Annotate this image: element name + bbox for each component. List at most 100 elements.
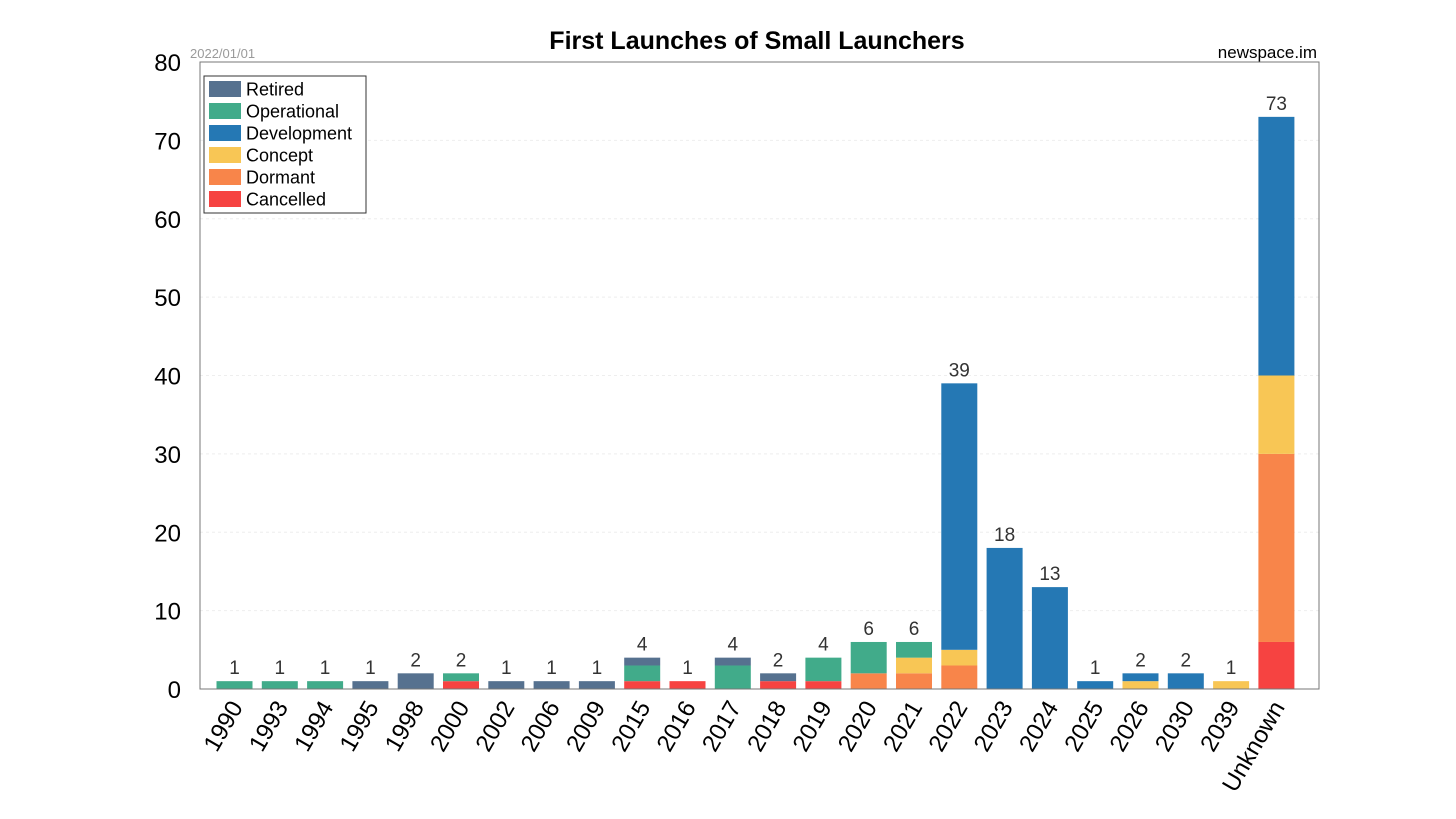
- date-label: 2022/01/01: [190, 46, 255, 61]
- bar-segment-2021-concept: [896, 657, 932, 674]
- x-tick-label-1993: 1993: [244, 697, 294, 757]
- legend-swatch-operational: [209, 103, 241, 119]
- y-tick-label-0: 0: [168, 677, 181, 704]
- bar-segment-2018-cancelled: [760, 681, 797, 689]
- legend-label-dormant: Dormant: [246, 168, 315, 188]
- x-tick-label-2016: 2016: [652, 697, 702, 757]
- bar-segment-2022-development: [941, 383, 978, 650]
- bar-total-label-2026: 2: [1135, 650, 1146, 671]
- bar-segment-2025-development: [1077, 681, 1114, 689]
- x-tick-label-2024: 2024: [1014, 697, 1064, 757]
- bar-total-label-2002: 1: [501, 658, 512, 679]
- bar-segment-2024-development: [1031, 587, 1068, 689]
- bar-segment-Unknown-cancelled: [1258, 641, 1295, 689]
- x-tick-label-2017: 2017: [697, 697, 747, 757]
- bar-segment-2022-concept: [941, 649, 978, 666]
- bar-segment-2000-operational: [443, 673, 479, 682]
- bar-total-label-2023: 18: [994, 525, 1015, 546]
- bar-total-label-2017: 4: [728, 635, 739, 656]
- x-tick-label-2019: 2019: [788, 697, 838, 757]
- x-tick-label-2009: 2009: [561, 697, 611, 757]
- x-tick-label-2000: 2000: [425, 697, 475, 757]
- x-tick-label-2026: 2026: [1105, 697, 1155, 757]
- bar-segment-2002-retired: [488, 681, 525, 689]
- bar-total-label-Unknown: 73: [1266, 94, 1287, 115]
- bar-total-label-1990: 1: [229, 658, 240, 679]
- bar-segment-2020-operational: [850, 641, 887, 674]
- x-tick-label-2020: 2020: [833, 697, 883, 757]
- y-tick-label-10: 10: [154, 599, 181, 626]
- x-tick-label-2021: 2021: [878, 697, 928, 757]
- legend-label-cancelled: Cancelled: [246, 190, 326, 210]
- plot-frame: [199, 61, 1320, 690]
- bar-segment-1993-operational: [261, 681, 298, 689]
- y-tick-label-70: 70: [154, 128, 181, 155]
- bar-segment-2030-development: [1167, 673, 1204, 689]
- bar-segment-2026-concept: [1122, 681, 1159, 689]
- legend-label-retired: Retired: [246, 80, 304, 100]
- bar-segment-2015-retired: [624, 657, 661, 666]
- bar-segment-2019-operational: [805, 657, 842, 682]
- legend-box: [203, 75, 367, 214]
- bar-segment-2006-retired: [533, 681, 570, 689]
- bar-segment-2021-operational: [896, 641, 932, 658]
- bar-segment-2016-cancelled: [669, 681, 706, 689]
- bar-total-label-1994: 1: [320, 658, 331, 679]
- bar-total-label-2021: 6: [909, 619, 920, 640]
- x-tick-label-1998: 1998: [380, 697, 430, 757]
- bar-segment-2020-dormant: [850, 673, 887, 689]
- legend-label-operational: Operational: [246, 102, 339, 122]
- bar-segment-1998-retired: [397, 673, 434, 689]
- x-tick-label-2023: 2023: [969, 697, 1019, 757]
- legend-swatch-cancelled: [209, 191, 241, 207]
- bar-total-label-2025: 1: [1090, 658, 1101, 679]
- legend-swatch-development: [209, 125, 241, 141]
- bar-segment-2022-dormant: [941, 665, 978, 689]
- bar-total-labels: 1 1 1 1 2 2 1 1 1 4 1 4 2 4 6 6 39 18 13 1 2 2 1 73: [229, 94, 1287, 679]
- bar-segment-2023-development: [986, 547, 1023, 689]
- bar-total-label-2018: 2: [773, 650, 784, 671]
- bar-segment-1994-operational: [307, 681, 344, 689]
- bar-segment-1990-operational: [216, 681, 253, 689]
- bar-total-label-2022: 39: [949, 360, 970, 381]
- y-axis: 0 10 20 30 40 50 60 70 80: [154, 50, 181, 704]
- legend-swatch-dormant: [209, 169, 241, 185]
- bar-total-label-2019: 4: [818, 635, 829, 656]
- y-tick-label-40: 40: [154, 364, 181, 391]
- x-tick-label-1990: 1990: [199, 697, 249, 757]
- y-tick-label-30: 30: [154, 442, 181, 469]
- x-tick-label-2015: 2015: [606, 697, 656, 757]
- bar-total-label-1993: 1: [275, 658, 286, 679]
- bar-total-label-2024: 13: [1039, 564, 1060, 585]
- bar-segment-2026-development: [1122, 673, 1159, 682]
- bar-segment-2039-concept: [1213, 681, 1250, 689]
- bar-segment-2018-retired: [760, 673, 797, 682]
- x-tick-label-2018: 2018: [742, 697, 792, 757]
- bar-total-label-2020: 6: [863, 619, 874, 640]
- bar-segment-2017-retired: [714, 657, 751, 666]
- y-tick-label-80: 80: [154, 50, 181, 77]
- x-tick-label-2025: 2025: [1059, 697, 1109, 757]
- bar-segment-Unknown-dormant: [1258, 453, 1295, 642]
- bar-segment-2021-dormant: [896, 673, 932, 689]
- legend-swatch-retired: [209, 81, 241, 97]
- bar-segment-2017-operational: [714, 665, 751, 689]
- y-tick-label-20: 20: [154, 520, 181, 547]
- bar-segment-2019-cancelled: [805, 681, 842, 689]
- bar-total-label-1995: 1: [365, 658, 376, 679]
- chart-title: First Launches of Small Launchers: [549, 27, 964, 55]
- x-tick-label-1994: 1994: [289, 697, 339, 757]
- bar-total-label-2030: 2: [1181, 650, 1192, 671]
- bar-total-label-2016: 1: [682, 658, 693, 679]
- y-tick-label-60: 60: [154, 207, 181, 234]
- x-tick-label-1995: 1995: [335, 697, 385, 757]
- bar-segment-2015-cancelled: [624, 681, 661, 689]
- legend-swatch-concept: [209, 147, 241, 163]
- bar-segment-2000-cancelled: [443, 681, 479, 689]
- bar-total-label-1998: 2: [410, 650, 421, 671]
- bar-total-label-2039: 1: [1226, 658, 1237, 679]
- bar-segment-1995-retired: [352, 681, 389, 689]
- bar-total-label-2009: 1: [592, 658, 603, 679]
- legend-label-development: Development: [246, 124, 352, 144]
